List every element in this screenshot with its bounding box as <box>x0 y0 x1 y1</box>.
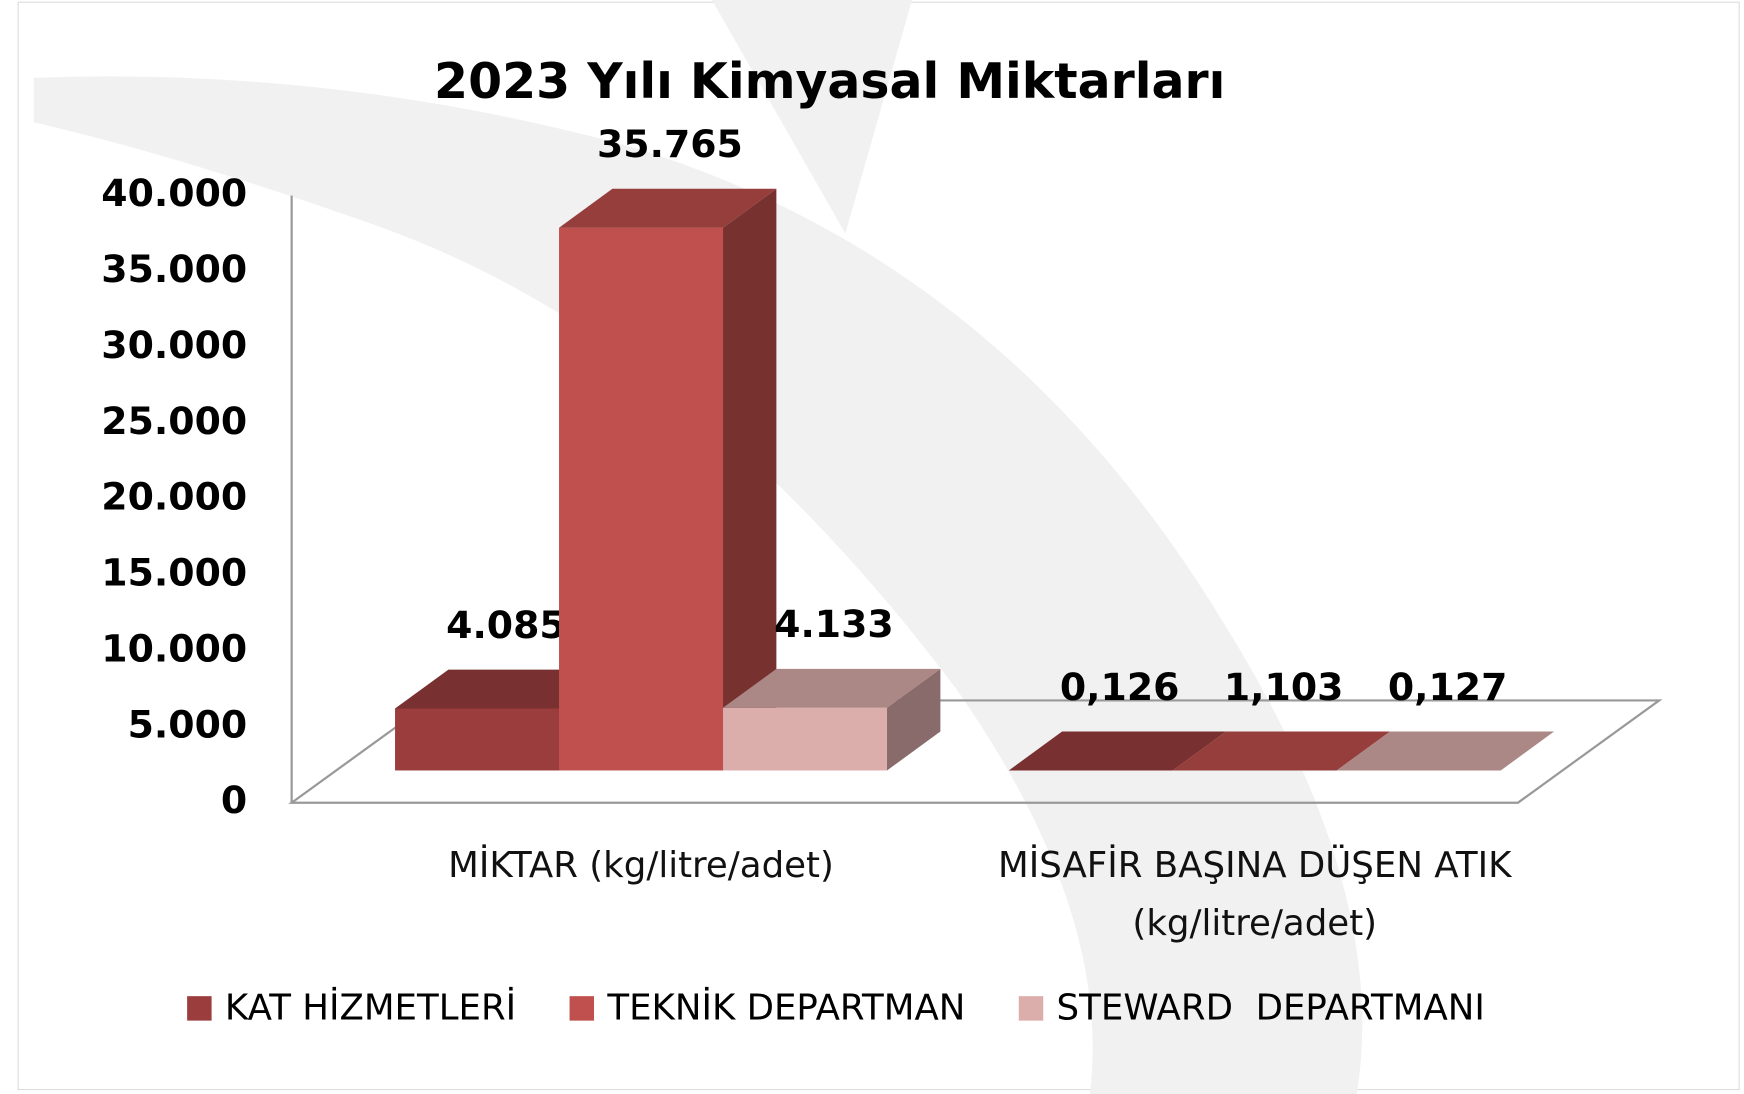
data-label: 4.133 <box>774 602 894 646</box>
data-label: 0,126 <box>1060 665 1180 709</box>
legend-label: KAT HİZMETLERİ <box>225 987 516 1029</box>
legend-swatch <box>1018 996 1044 1021</box>
y-tick-label: 25.000 <box>101 399 247 443</box>
x-tick-label: MİKTAR (kg/litre/adet) <box>448 843 834 887</box>
bar-side <box>1500 731 1555 771</box>
bar <box>723 707 888 771</box>
x-tick-area: MİKTAR (kg/litre/adet) <box>448 843 834 887</box>
bar <box>395 708 560 771</box>
bar-side <box>887 668 941 771</box>
bar-top <box>723 668 941 708</box>
data-label: 35.765 <box>597 122 743 166</box>
y-tick-label: 10.000 <box>101 626 247 670</box>
y-tick-label: 0 <box>221 778 247 822</box>
y-tick-label: 5.000 <box>128 702 248 746</box>
y-tick-label: 35.000 <box>101 247 247 291</box>
bar-side <box>723 188 777 771</box>
legend-label: STEWARD DEPARTMANI <box>1057 988 1485 1029</box>
legend-swatch <box>569 996 595 1021</box>
chart-title: 2023 Yılı Kimyasal Miktarları <box>434 53 1225 110</box>
data-label: 1,103 <box>1224 665 1344 709</box>
bar-top <box>1172 731 1391 771</box>
legend-label: TEKNİK DEPARTMAN <box>606 987 965 1029</box>
x-tick-area: MİSAFİR BAŞINA DÜŞEN ATIK (kg/litre/adet… <box>998 843 1512 944</box>
bar-top <box>1008 731 1227 771</box>
data-label: 0,127 <box>1388 665 1508 709</box>
bar-top <box>559 188 777 228</box>
y-tick-label: 15.000 <box>101 551 247 595</box>
data-label: 4.085 <box>446 603 566 647</box>
bar-side <box>1336 731 1391 771</box>
y-tick-label: 30.000 <box>101 323 247 367</box>
x-tick-label: MİSAFİR BAŞINA DÜŞEN ATIK (kg/litre/adet… <box>998 843 1512 944</box>
legend-swatch <box>187 996 212 1021</box>
y-tick-label: 40.000 <box>101 171 247 215</box>
y-tick-label: 20.000 <box>101 475 247 519</box>
bar <box>559 227 724 771</box>
bar-top <box>1336 731 1555 771</box>
floor <box>288 699 1663 804</box>
bar-top <box>395 669 613 709</box>
